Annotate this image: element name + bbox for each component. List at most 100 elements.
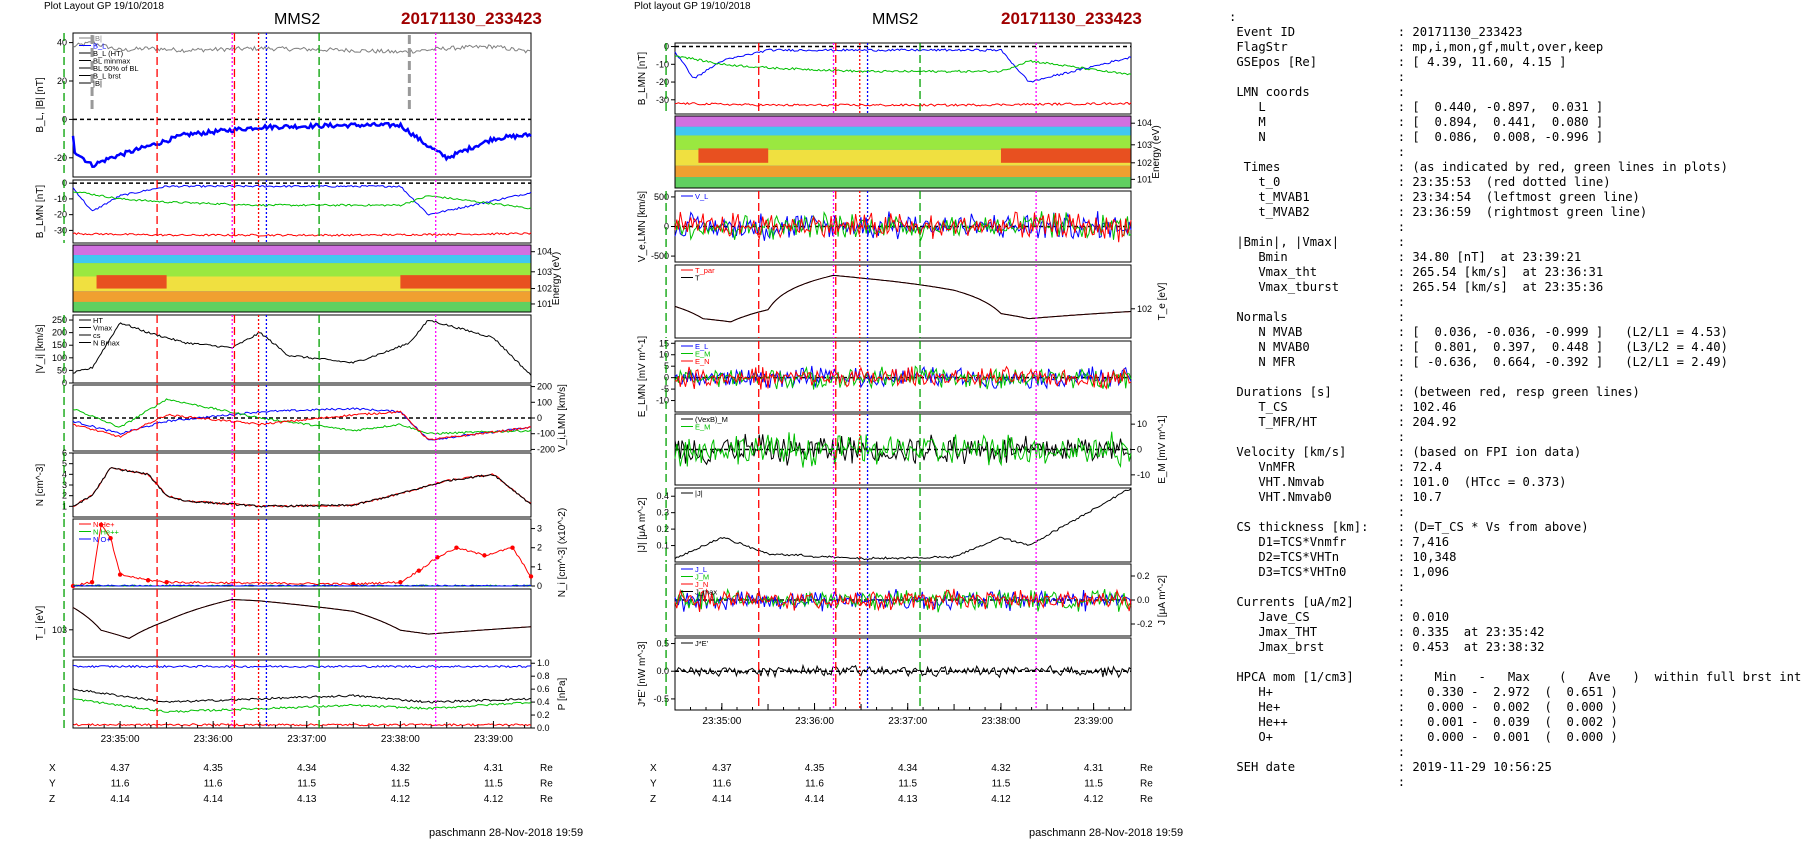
- summary-line: Normals :: [1229, 310, 1406, 324]
- y-tick-label: 1.0: [537, 658, 550, 668]
- legend-entry: |J|: [695, 489, 703, 498]
- summary-line: :: [1229, 745, 1406, 759]
- spectrogram-band: [73, 263, 531, 277]
- position-value: 4.12: [391, 794, 411, 805]
- y-tick-label: 100: [52, 353, 67, 363]
- layout-footer: paschmann 28-Nov-2018 19:59: [429, 827, 583, 839]
- y-tick-label: 1: [537, 562, 542, 572]
- summary-line: :: [1229, 775, 1406, 789]
- position-unit: Re: [1140, 763, 1153, 774]
- position-row-label: Y: [650, 779, 657, 790]
- summary-line: VHT.Nmvab : 101.0 (HTcc = 0.373): [1229, 475, 1567, 489]
- left-panel-5: 654321N [cm^-3]: [35, 448, 532, 518]
- legend-entry: V_L: [695, 192, 708, 201]
- position-value: 11.5: [484, 779, 503, 790]
- summary-line: H+ : 0.330 - 2.972 ( 0.651 ): [1229, 685, 1618, 699]
- summary-line: :: [1229, 295, 1406, 309]
- position-value: 4.12: [484, 794, 504, 805]
- spectrogram-hot-region: [1000, 148, 1131, 163]
- summary-line: Vmax_tht : 265.54 [km/s] at 23:36:31: [1229, 265, 1604, 279]
- legend-entry: B_L brst: [93, 72, 122, 81]
- y-tick-label: 0: [664, 222, 669, 232]
- legend-entry: BL 50% of BL: [93, 64, 139, 73]
- summary-line: N MVAB : [ 0.036, -0.036, -0.999 ] (L2/L…: [1229, 325, 1728, 339]
- summary-line: :: [1229, 70, 1406, 84]
- y-axis-label: E_LMN [mV m^-1]: [637, 336, 648, 418]
- time-tick-label: 23:35:00: [702, 716, 741, 727]
- y-tick-label: 150: [52, 340, 67, 350]
- y-axis-label: B_LMN [nT]: [637, 52, 648, 106]
- y-tick-label: 2: [537, 543, 542, 553]
- position-value: 4.35: [805, 763, 825, 774]
- spectrogram-band: [675, 116, 1131, 127]
- y-axis-label: B_L, |B| [nT]: [35, 77, 46, 132]
- series-line: [674, 55, 1132, 76]
- y-tick-label: 102: [1137, 158, 1152, 168]
- time-tick-label: 23:37:00: [287, 734, 326, 745]
- data-point: [89, 579, 95, 585]
- position-value: 11.6: [805, 779, 824, 790]
- legend-entry: N Bmax: [93, 339, 120, 348]
- y-axis-label: Energy (eV): [1151, 125, 1162, 178]
- y-axis-label: V_e,LMN [km/s]: [637, 191, 648, 262]
- summary-line: Jmax_brst : 0.453 at 23:38:32: [1229, 640, 1545, 654]
- y-tick-label: -30: [656, 95, 669, 105]
- summary-line: :: [1229, 655, 1406, 669]
- legend-entry: J*E': [695, 639, 709, 648]
- series-line: [72, 598, 532, 639]
- left-panel-8: 1.0 0.8 0.6 0.4 0.2 0.0 P [nPa]: [63, 658, 568, 733]
- y-axis-label: N_i [cm^-3] (x10^-2): [557, 508, 568, 597]
- series-line: [72, 523, 532, 587]
- time-tick-label: 23:35:00: [101, 734, 140, 745]
- y-tick-label: 0.1: [656, 541, 669, 551]
- y-tick-label: 3: [537, 524, 542, 534]
- summary-line: Velocity [km/s] : (based on FPI ion data…: [1229, 445, 1582, 459]
- legend-entry: J_max: [695, 588, 717, 597]
- y-tick-label: 103: [1137, 140, 1152, 150]
- right-panel-8: 0.5 0.0 -0.5 J*E' [nW m^-3] J*E': [637, 637, 1132, 711]
- y-tick-label: -5: [661, 384, 669, 394]
- left-panel-0: 40200-20B_L, |B| [nT]|B|B_LB_L (HT)BL mi…: [35, 32, 532, 178]
- summary-line: GSEpos [Re] : [ 4.39, 11.60, 4.15 ]: [1229, 55, 1567, 69]
- summary-line: SEH date : 2019-11-29 10:56:25: [1229, 760, 1552, 774]
- panel-frame: [72, 588, 532, 658]
- panel-frame: [72, 384, 532, 452]
- panel-frame: [72, 452, 532, 518]
- series-line: [674, 433, 1132, 466]
- y-tick-label: 0.2: [1137, 571, 1150, 581]
- left-panel-1: 0-10-20-30B_LMN [nT]: [35, 178, 532, 244]
- legend-entry: HT: [93, 316, 103, 325]
- y-tick-label: -0.2: [1137, 619, 1153, 629]
- series-line: [72, 410, 532, 441]
- position-unit: Re: [540, 763, 553, 774]
- y-tick-label: 15: [659, 338, 669, 348]
- summary-line: D2=TCS*VHTn : 10,348: [1229, 550, 1457, 564]
- summary-line: FlagStr : mp,i,mon,gf,mult,over,keep: [1229, 40, 1604, 54]
- y-tick-label: 50: [57, 365, 67, 375]
- y-axis-label: |J| [μA m^-2]: [637, 497, 648, 552]
- data-point: [528, 574, 534, 579]
- y-axis-label: |V_i| [km/s]: [35, 324, 46, 373]
- summary-line: :: [1229, 505, 1406, 519]
- y-tick-label: 0.4: [537, 697, 550, 707]
- left-panel-4: 200 100 0 -100 -200 V_i,LMN [km/s]: [63, 382, 568, 454]
- y-tick-label: 0: [537, 413, 542, 423]
- series-line: [72, 41, 532, 54]
- y-tick-label: 0.0: [656, 666, 669, 676]
- right-panel-4: 151050-5-10E_LMN [mV m^-1]E_LE_ME_N: [637, 336, 1132, 418]
- y-tick-label: 0.0: [1137, 595, 1150, 605]
- position-value: 11.6: [111, 779, 130, 790]
- y-axis-label: E_M [mV m^-1]: [1157, 415, 1168, 484]
- y-tick-label: 200: [537, 382, 552, 392]
- summary-line: :: [1229, 145, 1406, 159]
- y-tick-label: -10: [54, 194, 67, 204]
- spectrogram-band: [73, 245, 531, 256]
- y-tick-label: 0.2: [537, 710, 550, 720]
- y-tick-label: 103: [537, 267, 552, 277]
- y-tick-label: 103: [52, 625, 67, 635]
- series-line: [674, 663, 1132, 679]
- data-point: [398, 579, 403, 585]
- spacecraft-title: MMS2: [872, 11, 918, 28]
